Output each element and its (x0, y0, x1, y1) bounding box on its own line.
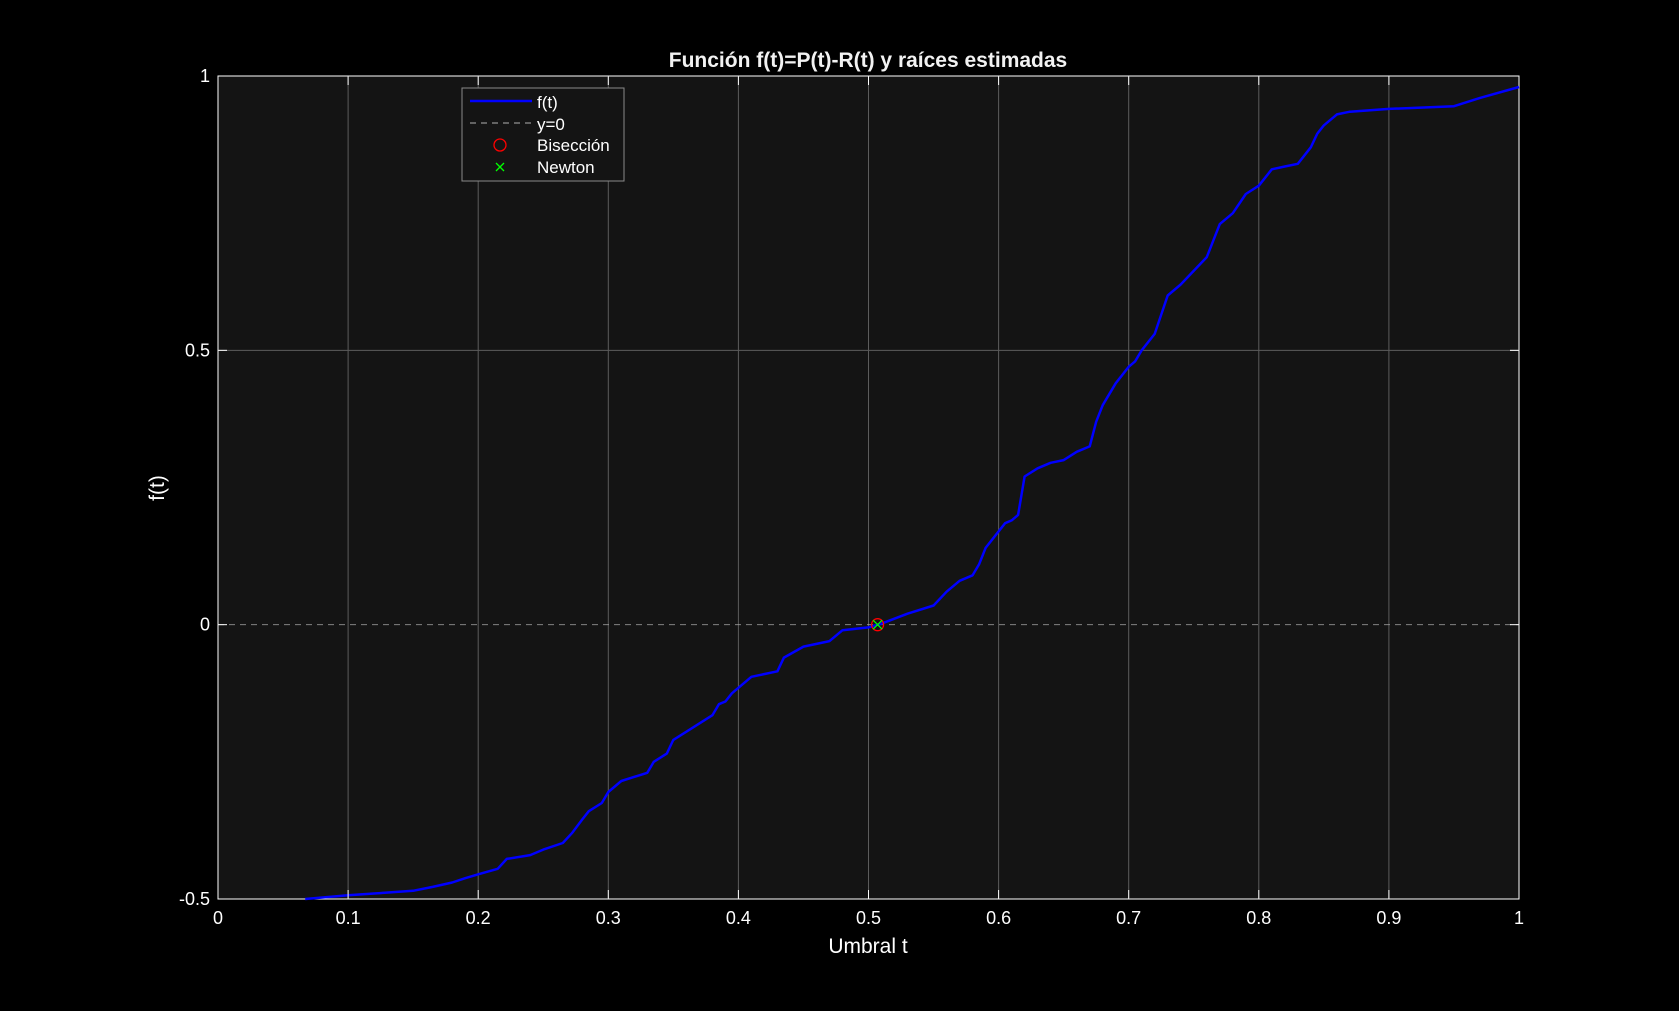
series-line-f-t (305, 85, 1520, 901)
legend-label-zero-line: y=0 (537, 115, 565, 134)
legend-box (461, 87, 625, 182)
legend-swatch-newton (495, 162, 505, 172)
x-tick-label: 0.2 (466, 908, 491, 928)
chart-title: Función f(t)=P(t)-R(t) y raíces estimada… (669, 49, 1067, 72)
y-tick-label: 0 (200, 615, 210, 635)
x-tick-label: 0.4 (726, 908, 751, 928)
x-tick-label: 0.3 (596, 908, 621, 928)
y-axis-label: f(t) (146, 475, 169, 501)
legend-swatch-bisection (493, 138, 507, 152)
legend-label-curve: f(t) (537, 93, 558, 112)
y-tick-label: 0.5 (185, 340, 210, 360)
x-tick-label: 0.1 (336, 908, 361, 928)
legend: f(t) y=0 Bisección Newton (461, 87, 625, 182)
x-tick-label: 0.5 (856, 908, 881, 928)
x-tick-label: 0 (213, 908, 223, 928)
newton-root-marker (872, 619, 883, 630)
legend-label-bisection: Bisección (537, 136, 610, 155)
bisection-root-marker (870, 618, 885, 632)
grid-lines (218, 76, 1519, 899)
x-tick-label: 0.9 (1376, 908, 1401, 928)
x-tick-label: 0.8 (1246, 908, 1271, 928)
y-tick-label: -0.5 (179, 889, 210, 909)
y-tick-label: 1 (200, 66, 210, 86)
x-axis-label: Umbral t (828, 935, 908, 958)
x-tick-label: 0.7 (1116, 908, 1141, 928)
axis-ticks: 0 0.1 0.2 0.3 0.4 0.5 0.6 0.7 0.8 0.9 1-0.500.51 (179, 66, 1524, 928)
series-curve-group (305, 85, 1520, 901)
root-markers (870, 618, 885, 632)
x-tick-label: 0.6 (986, 908, 1011, 928)
legend-label-newton: Newton (537, 158, 595, 177)
x-tick-label: 1 (1514, 908, 1524, 928)
